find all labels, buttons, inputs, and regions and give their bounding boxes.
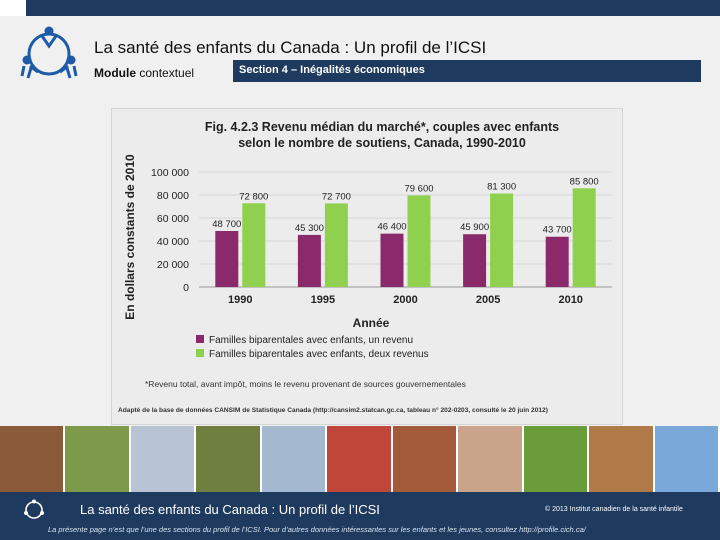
x-tick-label: 1990 bbox=[228, 294, 252, 306]
bar-chart: Fig. 4.2.3 Revenu médian du marché*, cou… bbox=[118, 120, 612, 414]
chart-source: Adapté de la base de données CANSIM de S… bbox=[118, 406, 548, 414]
plot-area: 0 20 000 40 000 60 000 80 000 100 000 48 700 72… bbox=[151, 167, 612, 306]
photo-thumbnail bbox=[261, 426, 328, 492]
data-label: 72 700 bbox=[322, 191, 351, 202]
photo-strip bbox=[0, 426, 720, 492]
section-label: Section 4 – Inégalités économiques bbox=[239, 64, 425, 76]
footer-note: La présente page n’est que l’une des sec… bbox=[48, 525, 586, 534]
chart-note: *Revenu total, avant impôt, moins le rev… bbox=[145, 379, 466, 389]
data-label: 45 300 bbox=[295, 223, 324, 234]
bar bbox=[545, 236, 569, 287]
bar bbox=[297, 234, 321, 287]
photo-thumbnail bbox=[0, 426, 66, 492]
x-tick-label: 2010 bbox=[558, 294, 582, 306]
data-label: 72 800 bbox=[239, 191, 268, 202]
x-tick-label: 2000 bbox=[393, 294, 417, 306]
legend-swatch bbox=[196, 349, 204, 357]
y-tick-label: 40 000 bbox=[157, 236, 189, 248]
top-banner-stripe bbox=[26, 0, 720, 16]
photo-thumbnail bbox=[523, 426, 590, 492]
data-label: 85 800 bbox=[570, 176, 599, 187]
x-tick-label: 2005 bbox=[476, 294, 500, 306]
data-label: 81 300 bbox=[487, 182, 516, 193]
page-title: La santé des enfants du Canada : Un prof… bbox=[94, 38, 487, 57]
data-label: 46 400 bbox=[377, 222, 406, 233]
data-label: 43 700 bbox=[543, 225, 572, 236]
photo-thumbnail bbox=[327, 426, 393, 492]
bar bbox=[407, 195, 431, 287]
legend: Familles biparentales avec enfants, un r… bbox=[196, 335, 429, 360]
legend-label: Familles biparentales avec enfants, un r… bbox=[209, 335, 413, 346]
y-tick-label: 20 000 bbox=[157, 259, 189, 271]
x-tick-label: 1995 bbox=[311, 294, 335, 306]
photo-thumbnail bbox=[130, 426, 197, 492]
section-bar: Section 4 – Inégalités économiques bbox=[233, 60, 701, 82]
footer-logo-icon bbox=[24, 499, 44, 519]
bar bbox=[380, 233, 404, 287]
bar bbox=[463, 234, 487, 287]
cich-logo-icon bbox=[20, 26, 78, 79]
bar bbox=[215, 230, 239, 287]
photo-thumbnail bbox=[196, 426, 262, 492]
chart-panel: Fig. 4.2.3 Revenu médian du marché*, cou… bbox=[111, 108, 623, 425]
x-axis-title: Année bbox=[353, 316, 390, 330]
footer-copyright: © 2013 Institut canadien de la santé inf… bbox=[545, 506, 683, 513]
data-label: 48 700 bbox=[212, 219, 241, 230]
bar bbox=[242, 203, 266, 287]
photo-thumbnail bbox=[392, 426, 459, 492]
y-tick-label: 0 bbox=[183, 282, 189, 294]
legend-label: Familles biparentales avec enfants, deux… bbox=[209, 349, 429, 360]
data-label: 79 600 bbox=[404, 183, 433, 194]
legend-swatch bbox=[196, 335, 204, 343]
data-label: 45 900 bbox=[460, 222, 489, 233]
module-label-bold: Module bbox=[94, 66, 136, 80]
chart-title-line1: Fig. 4.2.3 Revenu médian du marché*, cou… bbox=[205, 120, 559, 134]
footer: La santé des enfants du Canada : Un prof… bbox=[0, 492, 720, 540]
photo-thumbnail bbox=[589, 426, 655, 492]
photo-thumbnail bbox=[65, 426, 131, 492]
y-tick-label: 60 000 bbox=[157, 213, 189, 225]
bar bbox=[490, 193, 514, 287]
photo-thumbnail bbox=[458, 426, 524, 492]
top-banner bbox=[0, 0, 720, 16]
module-label-rest: contextuel bbox=[139, 66, 195, 80]
y-axis-title: En dollars constants de 2010 bbox=[123, 154, 137, 320]
module-label: Module contextuel bbox=[94, 66, 194, 80]
y-tick-label: 100 000 bbox=[151, 167, 189, 179]
bar bbox=[324, 203, 348, 287]
y-tick-label: 80 000 bbox=[157, 190, 189, 202]
chart-title-line2: selon le nombre de soutiens, Canada, 199… bbox=[238, 136, 526, 150]
footer-title: La santé des enfants du Canada : Un prof… bbox=[80, 502, 380, 517]
bar bbox=[572, 188, 596, 287]
photo-thumbnail bbox=[654, 426, 720, 492]
